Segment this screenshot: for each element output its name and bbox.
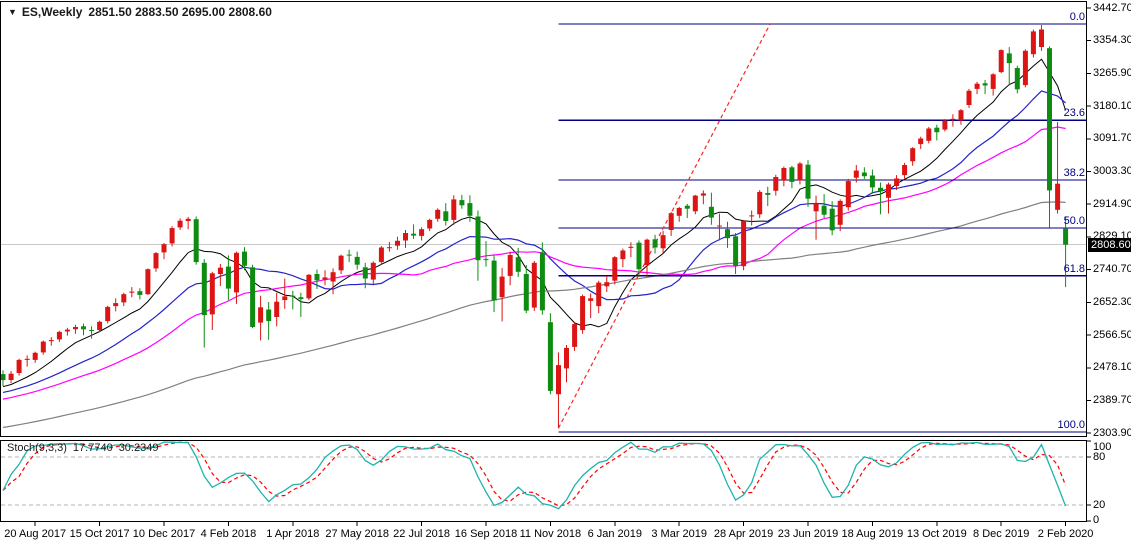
price-axis-label: 3265.90 — [1093, 66, 1131, 79]
stoch-axis-label: 100 — [1093, 441, 1112, 453]
stoch-axis-label: 80 — [1093, 450, 1106, 463]
time-axis-label: 11 Nov 2018 — [519, 528, 582, 540]
price-axis-label: 2566.50 — [1093, 328, 1131, 341]
stochastic-signal-value: 30.2349 — [118, 442, 159, 454]
price-axis-label: 3354.30 — [1093, 34, 1131, 47]
symbol-dropdown-icon[interactable]: ▼ — [8, 7, 17, 17]
stoch-axis-label: 20 — [1093, 498, 1106, 511]
time-axis-label: 1 Apr 2018 — [266, 528, 320, 540]
stochastic-readout: Stoch(9,3,3) 17.7740 30.2349 — [7, 442, 164, 454]
time-axis-label: 6 Jan 2019 — [587, 528, 643, 540]
time-axis-label: 28 Apr 2019 — [713, 528, 774, 540]
time-axis-label: 22 Jul 2018 — [393, 528, 451, 540]
fib-level-label: 50.0 — [1063, 214, 1085, 227]
fib-level-label: 38.2 — [1063, 166, 1085, 179]
time-axis-label: 2 Feb 2020 — [1037, 528, 1094, 540]
time-axis-label: 10 Dec 2017 — [132, 528, 196, 540]
time-axis-label: 13 Oct 2019 — [906, 528, 967, 540]
price-axis-label: 3003.30 — [1093, 165, 1131, 178]
time-axis-label: 15 Oct 2017 — [69, 528, 130, 540]
stoch-axis-label: 0 — [1093, 514, 1100, 526]
price-axis-label: 3442.70 — [1093, 1, 1131, 14]
price-axis-label: 2478.10 — [1093, 361, 1131, 374]
ohlc-readout: 2851.50 2883.50 2695.00 2808.60 — [88, 5, 272, 19]
price-axis-label: 2303.90 — [1093, 426, 1131, 439]
price-axis-label: 3180.10 — [1093, 99, 1131, 112]
time-axis-label: 3 Mar 2019 — [651, 528, 708, 540]
stochastic-main-value: 17.7740 — [72, 442, 113, 454]
fib-level-label: 100.0 — [1057, 418, 1085, 431]
symbol-readout[interactable]: ▼ ES,Weekly 2851.50 2883.50 2695.00 2808.6… — [8, 5, 278, 19]
fib-level-label: 23.6 — [1063, 107, 1085, 120]
price-axis-label: 2740.70 — [1093, 263, 1131, 276]
stochastic-name: Stoch(9,3,3) — [7, 442, 67, 454]
time-axis-label: 20 Aug 2017 — [4, 528, 67, 540]
price-axis-label: 2652.30 — [1093, 295, 1131, 308]
time-axis-label: 27 May 2018 — [325, 528, 389, 540]
price-axis-label: 3091.70 — [1093, 132, 1131, 145]
price-axis-label: 2389.70 — [1093, 393, 1131, 406]
fib-level-label: 0.0 — [1069, 10, 1085, 23]
time-axis-label: 18 Aug 2019 — [841, 528, 904, 540]
current-price-badge: 2808.60 — [1088, 238, 1131, 252]
time-axis-label: 8 Dec 2019 — [973, 528, 1030, 540]
time-axis-label: 16 Sep 2018 — [454, 528, 518, 540]
fib-level-label: 61.8 — [1063, 262, 1085, 275]
time-axis-label: 4 Feb 2018 — [200, 528, 257, 540]
time-axis-label: 23 Jun 2019 — [777, 528, 839, 540]
symbol-name: ES,Weekly — [21, 5, 83, 19]
price-axis-label: 2914.90 — [1093, 197, 1131, 210]
